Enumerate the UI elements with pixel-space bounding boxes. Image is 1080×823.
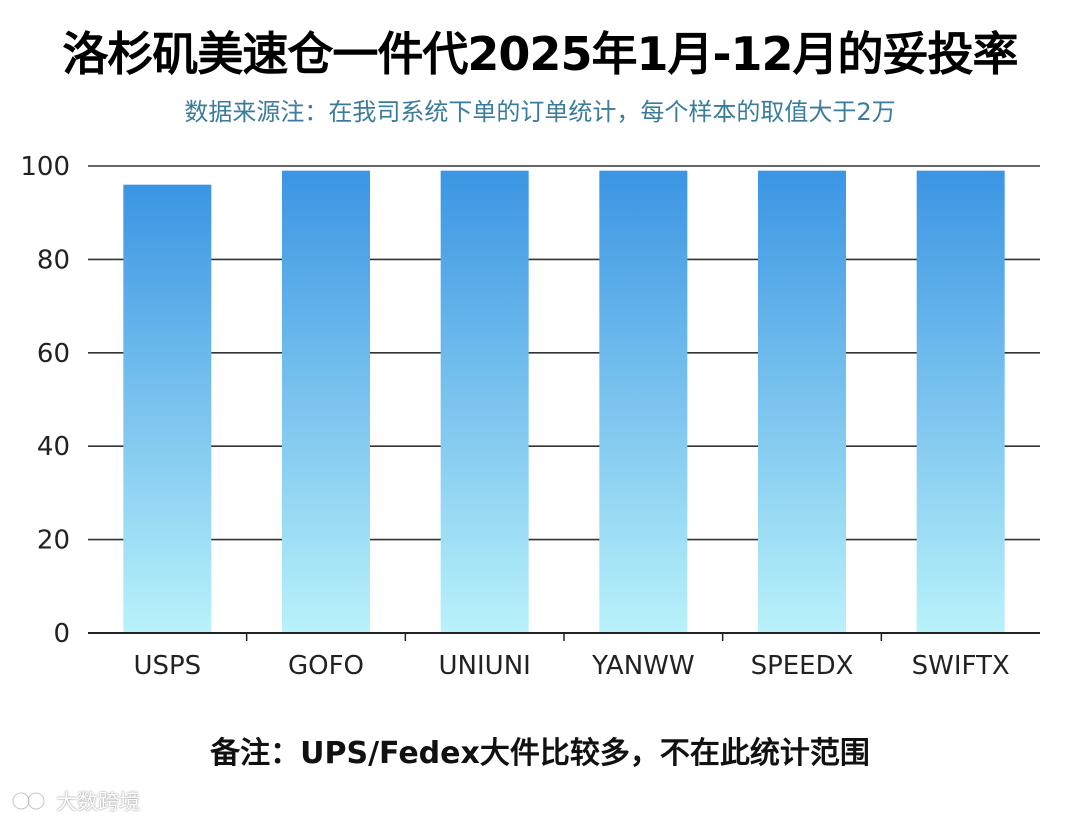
bar-usps: [123, 185, 211, 633]
bar-speedx: [758, 171, 846, 633]
x-tick-label: SPEEDX: [751, 651, 854, 681]
y-tick-label: 20: [37, 526, 70, 556]
bar-gofo: [282, 171, 370, 633]
bar-uniuni: [441, 171, 529, 633]
x-tick-label: USPS: [133, 651, 201, 681]
x-tick-label: SWIFTX: [912, 651, 1010, 681]
watermark: 大数跨境: [8, 786, 140, 816]
y-tick-label: 0: [53, 619, 70, 649]
watermark-text: 大数跨境: [56, 786, 140, 816]
y-tick-label: 80: [37, 245, 70, 275]
x-tick-label: YANWW: [591, 651, 695, 681]
bar-yanww: [599, 171, 687, 633]
x-tick-label: UNIUNI: [439, 651, 531, 681]
brand-logo-icon: [8, 786, 50, 816]
y-tick-label: 60: [37, 339, 70, 369]
y-tick-label: 40: [37, 432, 70, 462]
chart-subtitle: 数据来源注：在我司系统下单的订单统计，每个样本的取值大于2万: [0, 92, 1080, 127]
footnote: 备注：UPS/Fedex大件比较多，不在此统计范围: [0, 728, 1080, 772]
x-tick-label: GOFO: [288, 651, 364, 681]
bar-swiftx: [917, 171, 1005, 633]
bars: [123, 171, 1004, 633]
axes: [88, 633, 1040, 641]
y-tick-label: 100: [20, 152, 70, 182]
gridlines: [88, 166, 1040, 540]
chart-title: 洛杉矶美速仓一件代2025年1月-12月的妥投率: [0, 18, 1080, 84]
